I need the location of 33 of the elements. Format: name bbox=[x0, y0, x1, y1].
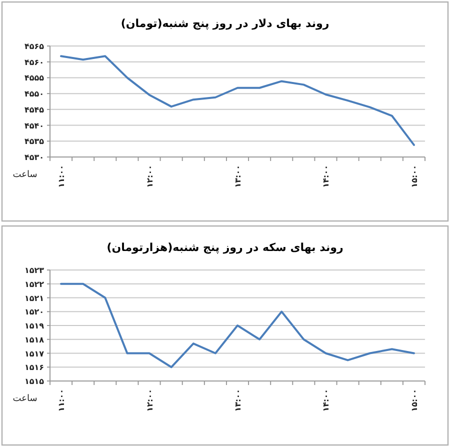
y-tick-label: ۴۵۵۵ bbox=[24, 74, 44, 83]
line-series bbox=[60, 55, 415, 146]
y-tick-label: ۴۵۴۰ bbox=[24, 121, 44, 130]
y-tick-label: ۴۵۵۰ bbox=[24, 90, 44, 99]
y-tick-label: ۴۵۳۰ bbox=[24, 153, 44, 162]
y-tick-label: ۱۵۱۵ bbox=[24, 377, 44, 386]
y-tick-label: ۱۵۲۳ bbox=[24, 266, 44, 275]
y-tick-label: ۱۵۱۷ bbox=[24, 349, 44, 358]
x-tick-label: ۱۳:۰۰ bbox=[234, 389, 242, 412]
x-axis-title: ساعت bbox=[12, 170, 38, 180]
x-tick-label: ۱۵:۰۰ bbox=[410, 165, 419, 188]
x-tick-label: ۱۵:۰۰ bbox=[410, 389, 419, 412]
x-tick-label: ۱۲:۰۰ bbox=[145, 389, 154, 412]
y-tick-label: ۱۵۲۲ bbox=[24, 280, 44, 289]
y-tick-label: ۴۵۶۵ bbox=[24, 42, 44, 51]
y-tick-label: ۱۵۲۰ bbox=[24, 308, 44, 317]
y-tick-label: ۴۵۳۵ bbox=[24, 137, 44, 146]
line-series bbox=[60, 282, 415, 368]
x-tick-label: ۱۳:۰۰ bbox=[234, 165, 242, 188]
chart-title: روند بهای سکه در روز پنج شنبه(هزارتومان) bbox=[106, 241, 344, 254]
y-tick-label: ۴۵۶۰ bbox=[24, 58, 44, 67]
y-tick-label: ۱۵۱۹ bbox=[24, 322, 44, 330]
x-tick-label: ۱۱:۰۰ bbox=[57, 165, 66, 188]
x-tick-label: ۱۱:۰۰ bbox=[57, 389, 66, 412]
x-tick-label: ۱۴:۰۰ bbox=[322, 165, 331, 188]
chart-title: روند بهای دلار در روز پنج شنبه(تومان) bbox=[120, 17, 330, 30]
y-tick-label: ۱۵۲۱ bbox=[24, 294, 44, 303]
x-axis-title: ساعت bbox=[12, 394, 38, 404]
y-tick-label: ۱۵۱۸ bbox=[24, 335, 44, 344]
y-tick-label: ۴۵۴۵ bbox=[24, 105, 44, 114]
x-tick-label: ۱۲:۰۰ bbox=[145, 165, 154, 188]
y-tick-label: ۱۵۱۶ bbox=[24, 363, 44, 372]
x-tick-label: ۱۴:۰۰ bbox=[322, 389, 331, 412]
